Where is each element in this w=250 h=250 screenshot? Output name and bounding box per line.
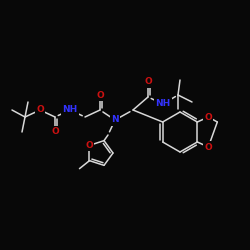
Text: N: N xyxy=(111,116,119,124)
Text: O: O xyxy=(51,128,59,136)
Text: NH: NH xyxy=(156,100,170,108)
Text: O: O xyxy=(204,112,212,122)
Text: NH: NH xyxy=(62,106,78,114)
Text: O: O xyxy=(144,78,152,86)
Text: O: O xyxy=(86,141,93,150)
Text: O: O xyxy=(204,142,212,152)
Text: O: O xyxy=(96,90,104,100)
Text: O: O xyxy=(36,106,44,114)
